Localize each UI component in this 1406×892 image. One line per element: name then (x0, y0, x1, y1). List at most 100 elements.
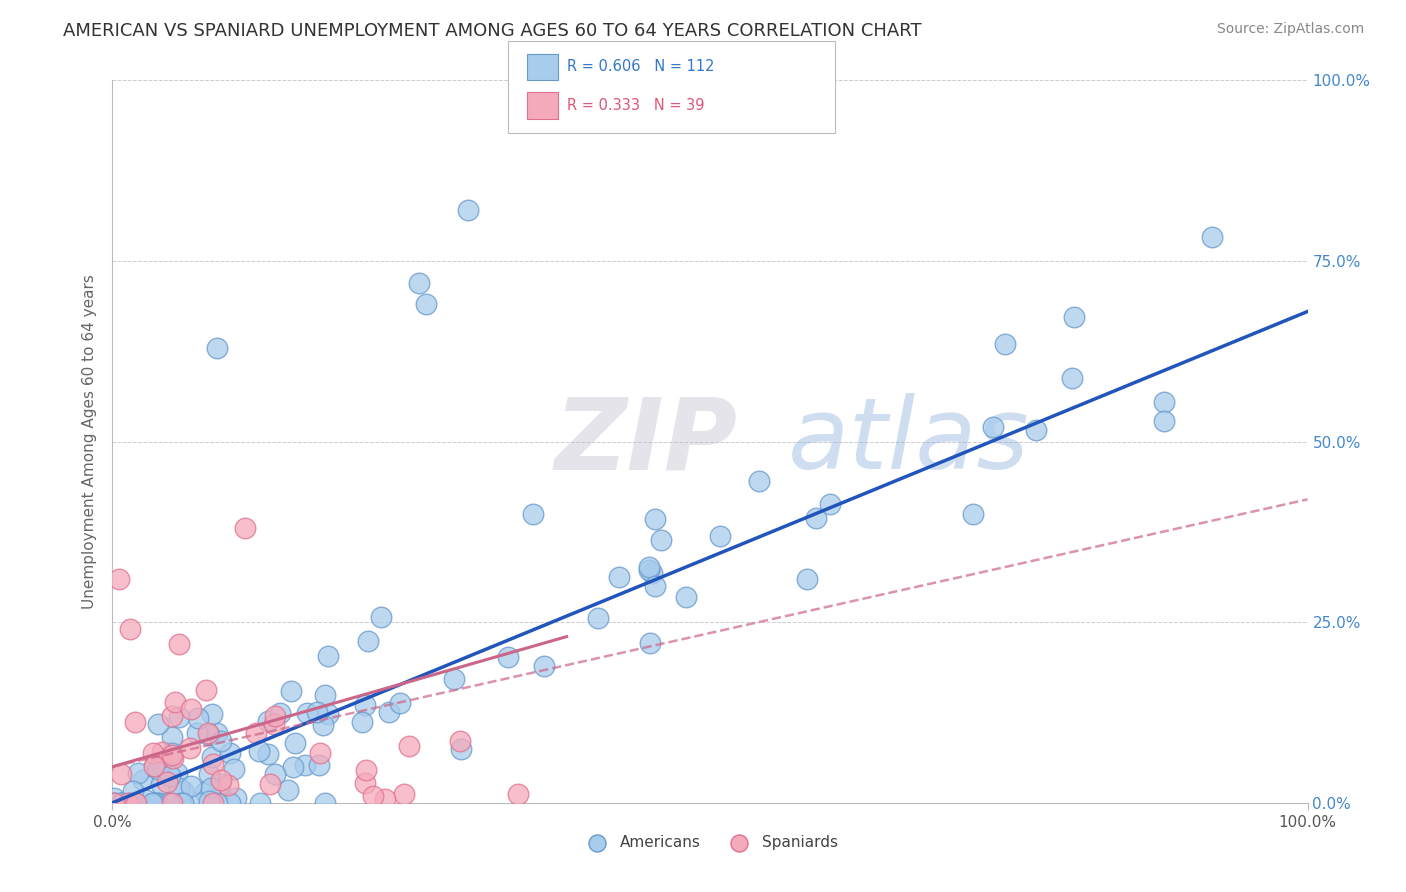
Point (146, 796, 169, 810)
Point (186, 726, 208, 740)
Point (398, 739, 420, 753)
Point (224, 762, 246, 776)
Point (197, 726, 219, 740)
Legend: Americans, Spaniards: Americans, Spaniards (576, 830, 844, 856)
Point (312, 717, 335, 731)
Point (218, 746, 240, 760)
Point (110, 767, 132, 781)
Point (314, 689, 336, 703)
Point (148, 796, 170, 810)
Point (172, 796, 194, 810)
Point (149, 777, 172, 791)
Point (263, 709, 285, 723)
Point (118, 796, 141, 810)
Point (127, 765, 149, 780)
Point (370, 609, 392, 624)
Point (142, 796, 165, 810)
Point (150, 745, 173, 759)
Point (150, 758, 173, 772)
Point (180, 702, 202, 716)
Point (163, 695, 186, 709)
Point (194, 785, 217, 799)
Point (162, 748, 184, 763)
Point (1153, 394, 1175, 409)
Point (219, 796, 242, 810)
Point (233, 521, 256, 535)
Point (443, 672, 465, 686)
Text: R = 0.333   N = 39: R = 0.333 N = 39 (567, 98, 704, 112)
Point (167, 781, 190, 796)
Point (641, 566, 664, 580)
Point (157, 796, 180, 810)
Point (249, 796, 271, 810)
Point (457, 203, 479, 218)
Point (277, 783, 299, 797)
Point (586, 611, 609, 625)
Point (122, 784, 145, 798)
Point (104, 796, 127, 810)
Point (264, 767, 287, 781)
Point (141, 796, 163, 810)
Point (354, 764, 377, 778)
Point (361, 789, 384, 804)
Point (211, 734, 233, 748)
Point (208, 777, 231, 791)
Point (124, 714, 146, 729)
Point (170, 796, 193, 810)
Text: AMERICAN VS SPANIARD UNEMPLOYMENT AMONG AGES 60 TO 64 YEARS CORRELATION CHART: AMERICAN VS SPANIARD UNEMPLOYMENT AMONG … (63, 22, 922, 40)
Point (142, 747, 165, 761)
Point (201, 706, 224, 721)
Point (103, 796, 125, 810)
Point (644, 511, 666, 525)
Point (295, 706, 318, 721)
Point (533, 658, 555, 673)
Point (257, 714, 280, 728)
Point (281, 759, 304, 773)
Point (748, 474, 770, 488)
Point (269, 706, 291, 720)
Point (415, 297, 437, 311)
Point (818, 496, 841, 510)
Point (981, 419, 1004, 434)
Point (522, 507, 544, 521)
Point (962, 507, 984, 521)
Point (352, 714, 374, 729)
Point (316, 648, 339, 663)
Point (308, 757, 330, 772)
Point (374, 792, 396, 806)
Point (201, 756, 224, 771)
Point (1060, 371, 1083, 385)
Point (142, 796, 165, 810)
Point (200, 780, 222, 795)
Point (796, 572, 818, 586)
Point (162, 731, 184, 745)
Point (103, 791, 125, 805)
Point (135, 793, 157, 807)
Point (1201, 230, 1223, 244)
Text: R = 0.606   N = 112: R = 0.606 N = 112 (567, 60, 714, 74)
Point (146, 762, 169, 776)
Point (110, 796, 132, 810)
Point (179, 740, 201, 755)
Point (205, 341, 228, 355)
Point (354, 776, 377, 790)
Point (392, 787, 415, 801)
Point (142, 759, 165, 773)
Point (314, 796, 336, 810)
Point (162, 747, 184, 761)
Point (309, 747, 332, 761)
Point (131, 773, 153, 788)
Point (162, 796, 183, 810)
Point (294, 758, 316, 772)
Point (305, 705, 328, 719)
Point (259, 777, 281, 791)
Point (111, 796, 134, 810)
Point (172, 784, 194, 798)
Point (316, 707, 339, 722)
Point (280, 683, 302, 698)
Point (354, 698, 377, 713)
Point (257, 747, 280, 761)
Point (637, 563, 659, 577)
Point (994, 336, 1017, 351)
Point (263, 716, 285, 731)
